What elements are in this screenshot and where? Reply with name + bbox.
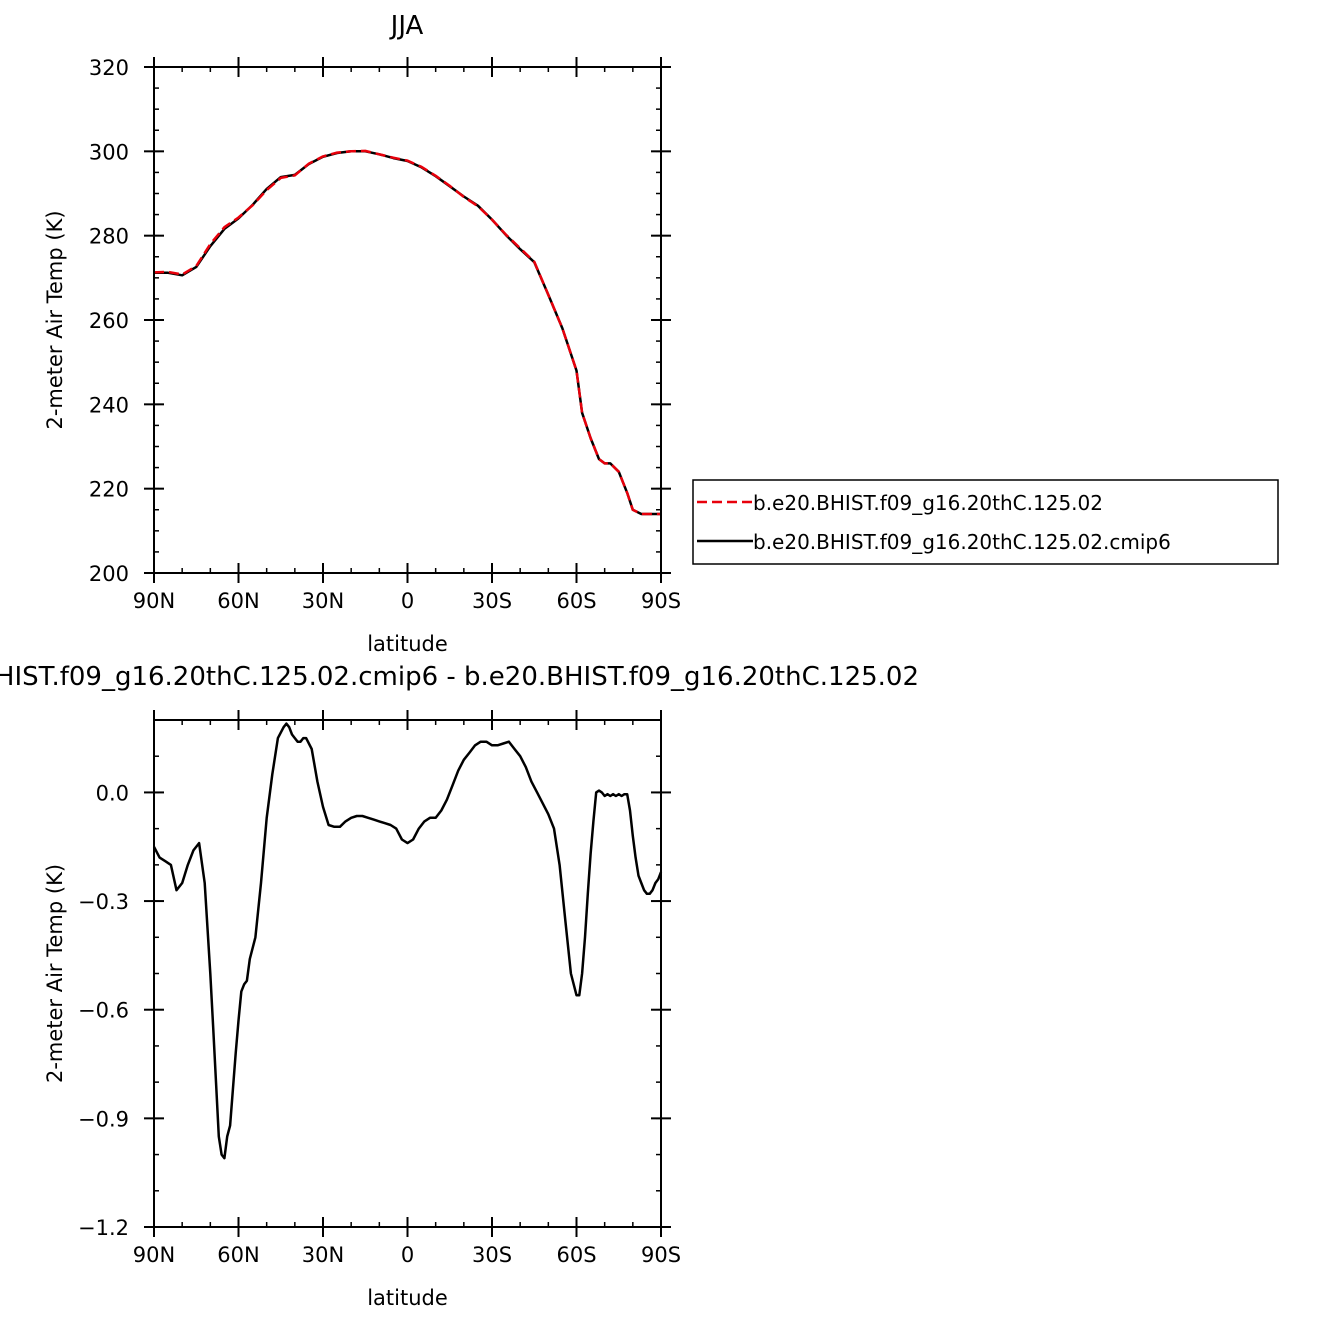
top-y-axis-label: 2-meter Air Temp (K) xyxy=(43,210,67,429)
y-tick-label: −0.9 xyxy=(78,1107,129,1131)
x-tick-label: 30N xyxy=(302,1243,344,1267)
y-tick-label: 300 xyxy=(89,140,129,164)
x-tick-label: 90S xyxy=(641,1243,681,1267)
x-tick-label: 0 xyxy=(401,589,414,613)
x-tick-label: 0 xyxy=(401,1243,414,1267)
series-line-1 xyxy=(152,722,663,1160)
y-tick-label: 0.0 xyxy=(96,781,129,805)
x-tick-label: 30S xyxy=(472,589,512,613)
x-tick-label: 30N xyxy=(302,589,344,613)
y-tick-label: −0.3 xyxy=(78,890,129,914)
x-tick-label: 60S xyxy=(556,1243,596,1267)
top-axes: 90N 60N 30N 0 30S 60S 90S 200 220 240 260 280 300 320 xyxy=(89,56,681,613)
y-tick-label: 260 xyxy=(89,309,129,333)
x-tick-label: 60S xyxy=(556,589,596,613)
x-tick-label: 90S xyxy=(641,589,681,613)
bottom-series-group xyxy=(152,722,663,1160)
y-tick-label: 320 xyxy=(89,56,129,80)
bottom-axes: 90N 60N 30N 0 30S 60S 90S −1.2 −0.9 −0.6 −0.3 0.0 xyxy=(78,710,681,1267)
y-tick-label: −1.2 xyxy=(78,1216,129,1240)
x-tick-label: 90N xyxy=(133,589,175,613)
series-line-2 xyxy=(154,150,661,516)
top-series-group xyxy=(153,149,661,516)
bottom-plot-frame xyxy=(153,719,662,1228)
x-tick-label: 30S xyxy=(472,1243,512,1267)
x-tick-label: 60N xyxy=(217,1243,259,1267)
y-tick-label: 200 xyxy=(89,562,129,586)
y-tick-label: 220 xyxy=(89,478,129,502)
y-tick-label: 280 xyxy=(89,225,129,249)
x-tick-label: 90N xyxy=(133,1243,175,1267)
top-x-axis-label: latitude xyxy=(367,632,448,656)
y-tick-label: 240 xyxy=(89,393,129,417)
bottom-x-axis-label: latitude xyxy=(367,1286,448,1310)
series-line-1 xyxy=(153,149,661,516)
bottom-panel: b.e20.BHIST.f09_g16.20thC.125.02.cmip6 -… xyxy=(0,662,919,1310)
legend-entry-series-1: b.e20.BHIST.f09_g16.20thC.125.02 xyxy=(753,491,1103,515)
top-panel: JJA 90N 60N 30N 0 30S 60S 90S 200 220 240 260 280 30… xyxy=(43,11,681,656)
y-tick-label: −0.6 xyxy=(78,999,129,1023)
legend: b.e20.BHIST.f09_g16.20thC.125.02 b.e20.B… xyxy=(692,479,1279,565)
bottom-plot-title: b.e20.BHIST.f09_g16.20thC.125.02.cmip6 -… xyxy=(0,662,919,692)
legend-entry-series-2: b.e20.BHIST.f09_g16.20thC.125.02.cmip6 xyxy=(753,530,1171,554)
top-plot-frame xyxy=(153,66,662,574)
bottom-y-axis-label: 2-meter Air Temp (K) xyxy=(43,864,67,1083)
x-tick-label: 60N xyxy=(217,589,259,613)
top-plot-title: JJA xyxy=(389,11,424,41)
legend-box xyxy=(692,479,1279,565)
